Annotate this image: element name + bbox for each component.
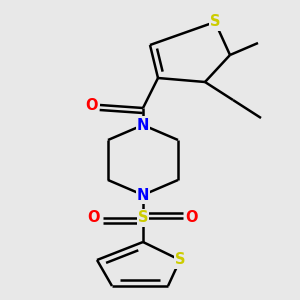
Text: S: S — [210, 14, 220, 29]
Text: S: S — [138, 211, 148, 226]
Text: S: S — [175, 253, 185, 268]
Text: N: N — [137, 118, 149, 133]
Text: O: O — [88, 211, 100, 226]
Text: O: O — [186, 211, 198, 226]
Text: O: O — [86, 98, 98, 112]
Text: N: N — [137, 188, 149, 202]
